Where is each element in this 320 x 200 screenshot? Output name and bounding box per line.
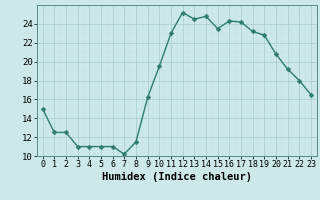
X-axis label: Humidex (Indice chaleur): Humidex (Indice chaleur)	[102, 172, 252, 182]
